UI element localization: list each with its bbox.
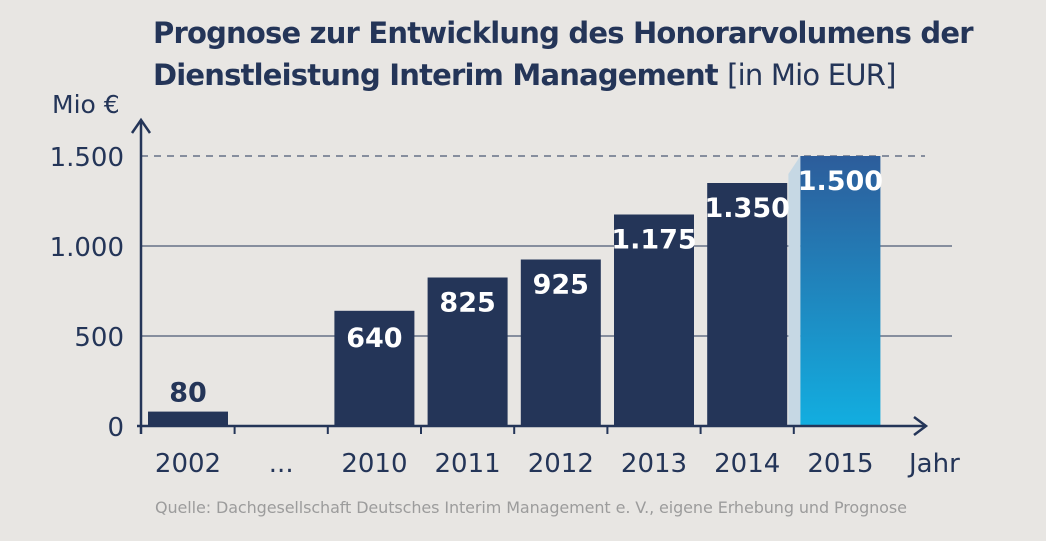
x-tick-label: 2012 (528, 449, 594, 479)
x-tick-label: 2010 (341, 449, 407, 479)
y-tick-label: 500 (74, 323, 124, 353)
bar (334, 310, 415, 426)
chart-title-line2: Dienstleistung Interim Management [in Mi… (153, 54, 1033, 96)
x-tick-label: ... (269, 449, 294, 479)
bars (148, 156, 881, 426)
bar-forecast (800, 156, 881, 426)
chart-title-line2-text: Dienstleistung Interim Management (153, 58, 719, 92)
y-tick-label: 1.500 (50, 143, 124, 173)
bar (707, 183, 788, 426)
chart-title-line1: Prognose zur Entwicklung des Honorarvolu… (153, 16, 974, 50)
bar (520, 259, 601, 426)
bar-value-label: 1.350 (704, 193, 789, 224)
bar-value-label: 640 (346, 323, 402, 354)
bar-value-label: 1.175 (611, 225, 696, 256)
labels: 0 500 1.000 1.500 80 2002 ... 640 2010 825 2011 925… (50, 90, 961, 479)
x-axis-arrow (913, 416, 929, 436)
y-tick-label: 0 (107, 413, 124, 443)
bar (614, 214, 694, 426)
bar-value-label: 80 (169, 378, 207, 409)
bar (427, 277, 508, 426)
bar-value-label: 925 (533, 270, 589, 301)
chart-title: Prognose zur Entwicklung des Honorarvolu… (153, 12, 1033, 96)
axes (130, 117, 929, 436)
x-axis-title: Jahr (907, 449, 960, 479)
bar-value-label: 1.500 (798, 166, 883, 197)
x-tick-label: 2015 (807, 449, 873, 479)
y-axis-title: Mio € (52, 90, 120, 119)
chart-title-unit: [in Mio EUR] (727, 58, 896, 92)
forecast-bar-bevel (788, 156, 801, 426)
x-tick-label: 2011 (435, 449, 501, 479)
source-note: Quelle: Dachgesellschaft Deutsches Inter… (155, 498, 907, 517)
x-tick-label: 2014 (714, 449, 780, 479)
bar (148, 411, 228, 426)
y-axis-arrow (130, 117, 152, 134)
y-tick-label: 1.000 (50, 233, 124, 263)
x-tick-label: 2002 (155, 449, 221, 479)
bar-value-label: 825 (439, 288, 495, 319)
x-tick-label: 2013 (621, 449, 687, 479)
